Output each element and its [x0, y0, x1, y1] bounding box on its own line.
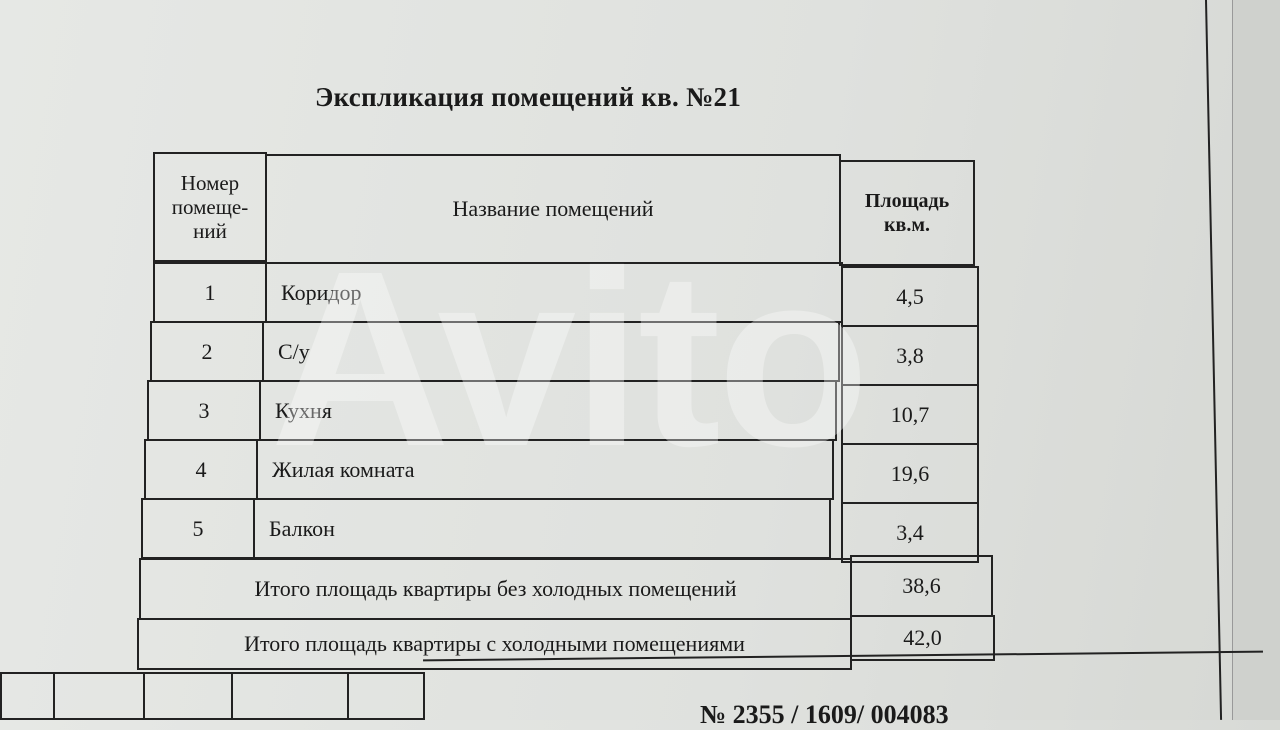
frame-line — [1205, 0, 1223, 720]
stamp-cell — [0, 672, 55, 720]
row-number: 5 — [141, 498, 255, 559]
row-name: Коридор — [265, 262, 843, 323]
row-number: 4 — [144, 439, 258, 500]
row-number: 2 — [150, 321, 264, 382]
total-label: Итого площадь квартиры с холодными помещ… — [137, 618, 852, 670]
stamp-cell — [143, 672, 233, 720]
row-name: Жилая комната — [256, 439, 834, 500]
document-number: № 2355 / 1609/ 004083 — [700, 700, 949, 729]
stamp-cell — [231, 672, 349, 720]
header-number: Номер помеще-ний — [153, 152, 267, 262]
total-label: Итого площадь квартиры без холодных поме… — [139, 558, 852, 620]
row-name: Балкон — [253, 498, 831, 559]
total-area: 42,0 — [850, 615, 995, 661]
page-edge — [1232, 0, 1280, 720]
row-number: 1 — [153, 262, 267, 323]
header-name: Название помещений — [265, 154, 841, 264]
row-name: С/у — [262, 321, 840, 382]
header-area: Площадь кв.м. — [839, 160, 975, 266]
total-area: 38,6 — [850, 555, 993, 617]
stamp-cell — [53, 672, 145, 720]
stamp-cell — [347, 672, 425, 720]
page-title: Экспликация помещений кв. №21 — [315, 82, 742, 112]
row-area: 4,5 — [841, 266, 979, 327]
row-area: 3,8 — [841, 325, 979, 386]
row-name: Кухня — [259, 380, 837, 441]
row-area: 10,7 — [841, 384, 979, 445]
row-number: 3 — [147, 380, 261, 441]
row-area: 3,4 — [841, 502, 979, 563]
row-area: 19,6 — [841, 443, 979, 504]
